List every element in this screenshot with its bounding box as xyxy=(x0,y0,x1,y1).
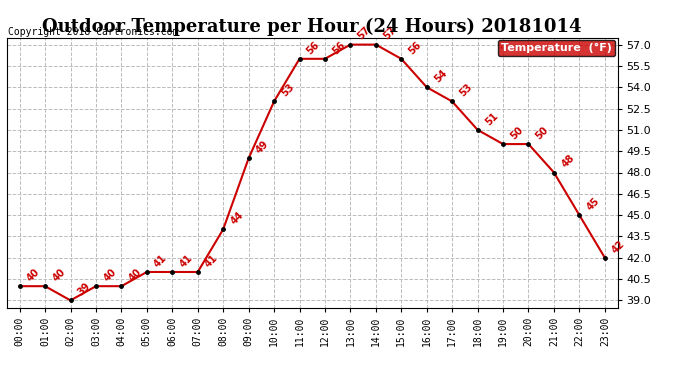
Text: Copyright 2018 Cartronics.com: Copyright 2018 Cartronics.com xyxy=(8,27,179,37)
Text: 56: 56 xyxy=(407,39,424,56)
Text: 49: 49 xyxy=(254,139,270,156)
Text: 42: 42 xyxy=(611,238,627,255)
Text: 54: 54 xyxy=(432,68,449,84)
Text: 56: 56 xyxy=(331,39,347,56)
Text: 53: 53 xyxy=(457,82,474,99)
Text: 48: 48 xyxy=(560,153,576,170)
Text: 40: 40 xyxy=(101,267,118,284)
Text: 57: 57 xyxy=(382,25,398,42)
Legend: Temperature  (°F): Temperature (°F) xyxy=(497,40,615,57)
Text: 41: 41 xyxy=(152,253,169,269)
Text: 50: 50 xyxy=(534,124,551,141)
Text: 40: 40 xyxy=(127,267,144,284)
Text: 57: 57 xyxy=(356,25,373,42)
Text: 56: 56 xyxy=(305,39,322,56)
Text: 51: 51 xyxy=(483,111,500,127)
Text: 53: 53 xyxy=(279,82,296,99)
Title: Outdoor Temperature per Hour (24 Hours) 20181014: Outdoor Temperature per Hour (24 Hours) … xyxy=(43,18,582,36)
Text: 41: 41 xyxy=(204,253,220,269)
Text: 45: 45 xyxy=(585,196,602,212)
Text: 39: 39 xyxy=(76,281,92,298)
Text: 50: 50 xyxy=(509,124,525,141)
Text: 40: 40 xyxy=(50,267,67,284)
Text: 40: 40 xyxy=(25,267,42,284)
Text: 41: 41 xyxy=(178,253,195,269)
Text: 44: 44 xyxy=(228,210,246,226)
